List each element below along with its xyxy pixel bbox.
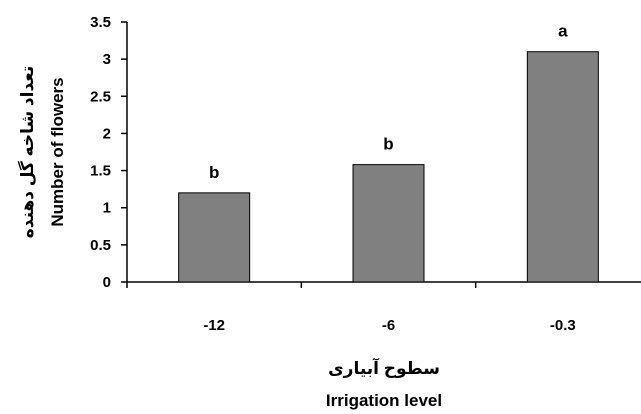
y-tick-label: 0 [103, 274, 111, 291]
plot-area: 0 0.5 1 1.5 2 2.5 3 3.5 -12 -6 -0.3 b b a [90, 14, 641, 334]
significance-letter: a [558, 22, 568, 41]
y-tick-label: 3 [103, 51, 111, 68]
significance-letters: b b a [209, 22, 568, 182]
bar--12 [178, 192, 251, 283]
significance-letter: b [209, 163, 219, 182]
x-tick-label: -6 [382, 317, 395, 334]
y-tick-label: 0.5 [90, 237, 111, 254]
x-ticks: -12 -6 -0.3 [126, 282, 576, 334]
bar--0.3 [526, 51, 599, 283]
y-tick-label: 1.5 [90, 163, 111, 180]
x-tick-label: -0.3 [550, 317, 576, 334]
y-tick-label: 1 [103, 200, 111, 217]
x-tick-label: -12 [203, 317, 225, 334]
y-axis-title-fa: تعداد شاخه گل دهنده [17, 66, 37, 239]
y-tick-label: 3.5 [90, 14, 111, 31]
y-axis-title: Number of flowers [48, 77, 67, 226]
y-tick-label: 2.5 [90, 88, 111, 105]
y-ticks: 0 0.5 1 1.5 2 2.5 3 3.5 [90, 14, 127, 291]
y-tick-label: 2 [103, 125, 111, 142]
x-axis-title: Irrigation level [326, 391, 442, 410]
bar--6 [352, 164, 425, 283]
bars [178, 51, 599, 283]
x-axis-title-fa: سطوح آبیاری [328, 357, 440, 379]
significance-letter: b [383, 135, 393, 154]
